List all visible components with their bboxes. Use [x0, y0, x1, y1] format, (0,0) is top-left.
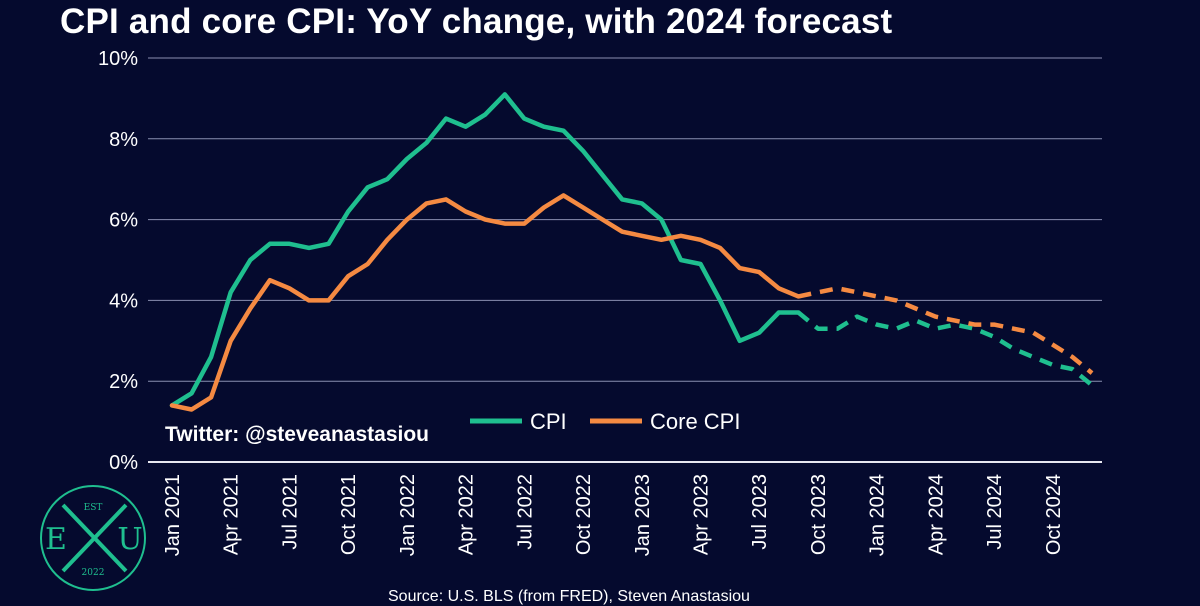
x-tick-label: Jan 2022 — [397, 474, 419, 556]
x-tick-label: Oct 2023 — [808, 474, 830, 555]
x-tick-label: Apr 2023 — [691, 474, 713, 555]
cpi-forecast-line — [796, 310, 1094, 387]
x-tick-label: Oct 2022 — [573, 474, 595, 555]
core-cpi-forecast-line — [797, 286, 1094, 375]
x-tick-label: Apr 2022 — [456, 474, 478, 555]
legend-label-core-cpi: Core CPI — [650, 409, 740, 434]
y-tick-label: 2% — [109, 371, 138, 393]
series-lines — [169, 92, 1094, 412]
y-tick-label: 0% — [109, 452, 138, 474]
source-note: Source: U.S. BLS (from FRED), Steven Ana… — [388, 588, 750, 605]
x-tick-label: Jul 2023 — [749, 474, 771, 550]
logo-top-text: EST — [84, 503, 103, 513]
x-tick-label: Jan 2023 — [632, 474, 654, 556]
logo-left-letter: E — [45, 522, 67, 557]
x-tick-label: Jul 2021 — [279, 474, 301, 550]
x-tick-label: Oct 2024 — [1043, 474, 1065, 555]
x-tick-label: Jan 2024 — [867, 474, 889, 556]
logo-bottom-text: 2022 — [82, 568, 105, 578]
chart-title: CPI and core CPI: YoY change, with 2024 … — [60, 2, 893, 41]
cpi-actual-line — [169, 92, 801, 408]
x-tick-label: Oct 2021 — [338, 474, 360, 555]
x-tick-label: Jul 2024 — [984, 474, 1006, 550]
core-cpi-actual-line — [169, 193, 801, 412]
grid-lines — [148, 57, 1102, 463]
x-tick-label: Jan 2021 — [162, 474, 184, 556]
y-tick-label: 8% — [109, 129, 138, 151]
y-tick-label: 4% — [109, 290, 138, 312]
y-tick-label: 10% — [98, 48, 138, 70]
legend-label-cpi: CPI — [530, 409, 567, 434]
y-tick-labels: 0% 2% 4% 6% 8% 10% — [98, 48, 138, 474]
exu-logo-icon: EST E U 2022 — [40, 485, 146, 591]
y-tick-label: 6% — [109, 210, 138, 232]
x-tick-label: Apr 2024 — [925, 474, 947, 555]
twitter-handle: Twitter: @steveanastasiou — [165, 423, 429, 446]
x-tick-label: Jul 2022 — [514, 474, 536, 550]
legend: CPI Core CPI — [470, 409, 740, 434]
x-tick-label: Apr 2021 — [221, 474, 243, 555]
logo-right-letter: U — [117, 522, 142, 557]
x-tick-labels: Jan 2021 Apr 2021 Jul 2021 Oct 2021 Jan 2022… — [162, 474, 1065, 556]
